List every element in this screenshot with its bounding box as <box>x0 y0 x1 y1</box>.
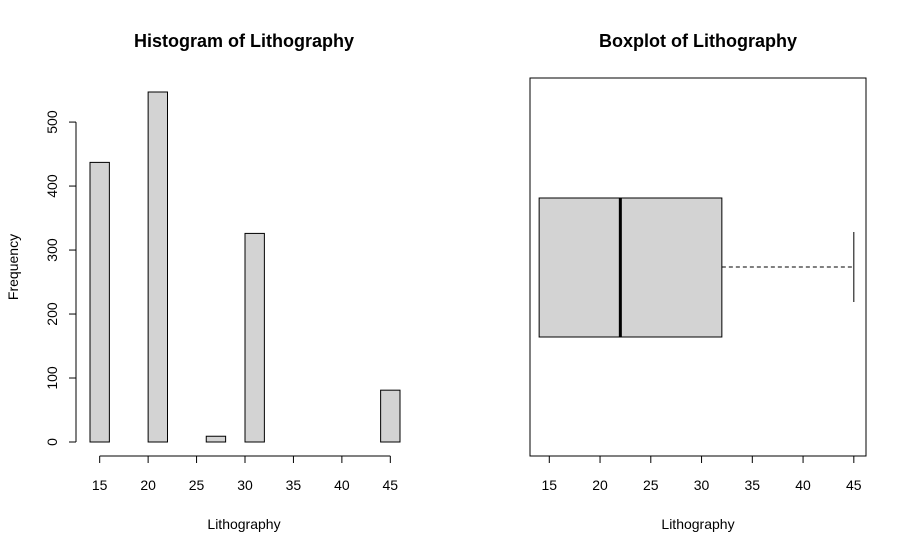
histogram-bar <box>380 389 401 443</box>
x-tick-label: 35 <box>286 477 302 493</box>
histogram-bar <box>244 232 265 443</box>
x-tick-label: 35 <box>745 477 761 493</box>
boxplot-x-label: Lithography <box>661 516 734 532</box>
boxplot-box <box>538 197 723 338</box>
y-tick-label: 300 <box>44 238 60 262</box>
y-tick-label: 200 <box>44 302 60 326</box>
histogram-y-label: Frequency <box>5 234 21 300</box>
y-tick-label: 500 <box>44 110 60 134</box>
x-tick-label: 40 <box>334 477 350 493</box>
x-tick-label: 20 <box>592 477 608 493</box>
x-tick-label: 30 <box>237 477 253 493</box>
x-tick-label: 15 <box>92 477 108 493</box>
histogram-title: Histogram of Lithography <box>134 31 354 51</box>
boxplot-panel: Boxplot of Lithography 15 20 25 30 35 40 45 Li… <box>529 31 867 532</box>
boxplot-elements <box>538 197 855 338</box>
x-tick-label: 30 <box>694 477 710 493</box>
histogram-bar <box>205 435 227 443</box>
x-tick-label: 45 <box>383 477 399 493</box>
histogram-bar <box>147 91 168 443</box>
histogram-bar <box>89 161 110 443</box>
boxplot-title: Boxplot of Lithography <box>599 31 797 51</box>
histogram-x-label: Lithography <box>207 516 280 532</box>
histogram-panel: Histogram of Lithography 15 20 25 30 35 40 45 … <box>5 31 401 532</box>
x-tick-label: 20 <box>140 477 156 493</box>
histogram-y-axis: 0 100 200 300 400 500 <box>44 110 77 446</box>
y-tick-label: 0 <box>44 438 60 446</box>
x-tick-label: 45 <box>846 477 862 493</box>
histogram-x-axis: 15 20 25 30 35 40 45 <box>92 455 399 493</box>
boxplot-x-axis: 15 20 25 30 35 40 45 <box>541 455 862 493</box>
x-tick-label: 25 <box>643 477 659 493</box>
x-tick-label: 40 <box>795 477 811 493</box>
histogram-bars <box>89 91 401 443</box>
x-tick-label: 25 <box>189 477 205 493</box>
x-tick-label: 15 <box>541 477 557 493</box>
y-tick-label: 400 <box>44 174 60 198</box>
y-tick-label: 100 <box>44 366 60 390</box>
